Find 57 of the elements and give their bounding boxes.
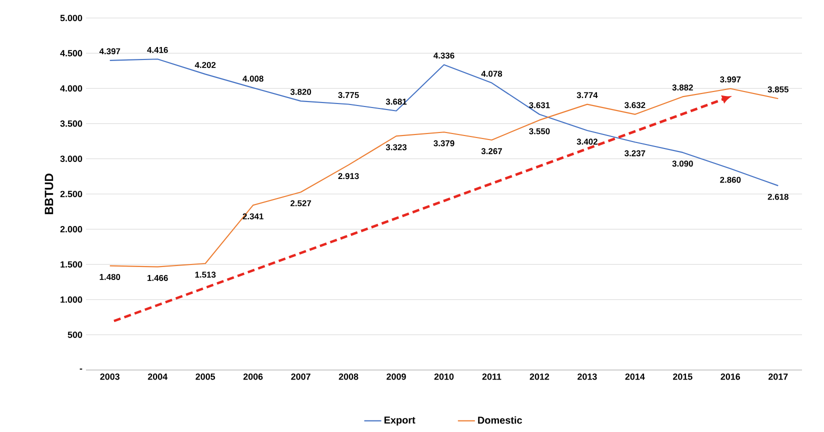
data-label: 3.820 bbox=[290, 88, 312, 95]
x-tick-label: 2012 bbox=[530, 374, 550, 380]
x-tick-label: 2013 bbox=[578, 374, 597, 380]
data-label: 2.860 bbox=[720, 176, 741, 183]
y-axis-title: BBTUD bbox=[44, 174, 54, 214]
x-tick-label: 2009 bbox=[386, 374, 406, 380]
data-label: 3.774 bbox=[576, 92, 598, 98]
data-label: 3.632 bbox=[624, 102, 646, 108]
x-tick-label: 2011 bbox=[482, 374, 502, 380]
data-label: 4.336 bbox=[434, 52, 454, 59]
data-label: 1.466 bbox=[148, 274, 168, 281]
y-tick-label: 1.500 bbox=[60, 261, 82, 268]
data-label: 3.267 bbox=[481, 148, 502, 154]
x-tick-label: 2008 bbox=[338, 374, 358, 380]
y-tick-label: 3.000 bbox=[60, 156, 82, 162]
data-label: 2.913 bbox=[338, 173, 359, 180]
x-tick-label: 2003 bbox=[100, 374, 120, 380]
x-tick-label: 2017 bbox=[768, 374, 788, 380]
data-label: 2.527 bbox=[290, 200, 312, 206]
x-tick-label: 2004 bbox=[148, 374, 168, 380]
y-tick-label: 3.500 bbox=[60, 120, 82, 127]
data-label: 3.550 bbox=[529, 128, 550, 134]
y-tick-label: 500 bbox=[68, 332, 82, 338]
data-label: 4.078 bbox=[481, 70, 502, 77]
x-tick-label: 2010 bbox=[434, 374, 454, 380]
x-tick-label: 2016 bbox=[720, 374, 740, 380]
data-label: 3.379 bbox=[434, 140, 454, 146]
data-label: 3.997 bbox=[720, 76, 741, 82]
data-label: 2.618 bbox=[768, 194, 788, 200]
data-label: 3.882 bbox=[672, 84, 693, 91]
data-label: 4.008 bbox=[242, 76, 264, 82]
y-tick-label: 2.000 bbox=[60, 226, 82, 232]
y-tick-label: - bbox=[80, 368, 82, 370]
data-label: 3.323 bbox=[386, 144, 407, 150]
data-label: 3.855 bbox=[768, 86, 788, 92]
data-label: 3.631 bbox=[529, 102, 550, 108]
legend-label: Export bbox=[384, 416, 416, 426]
data-label: 3.775 bbox=[338, 92, 359, 98]
y-tick-label: 2.500 bbox=[60, 190, 82, 198]
y-tick-label: 5.000 bbox=[60, 14, 82, 22]
data-label: 4.416 bbox=[147, 46, 168, 53]
legend-label: Domestic bbox=[478, 416, 522, 424]
x-tick-label: 2007 bbox=[291, 374, 310, 380]
x-tick-label: 2005 bbox=[196, 374, 216, 380]
y-tick-label: 1.000 bbox=[60, 296, 82, 303]
x-tick-label: 2014 bbox=[625, 374, 645, 380]
data-label: 3.237 bbox=[624, 150, 646, 156]
data-label: 4.397 bbox=[99, 48, 120, 54]
x-tick-label: 2006 bbox=[243, 374, 263, 380]
x-tick-label: 2015 bbox=[673, 374, 692, 380]
y-tick-label: 4.000 bbox=[60, 85, 82, 92]
y-tick-label: 4.500 bbox=[60, 50, 82, 56]
data-label: 3.090 bbox=[672, 160, 693, 167]
data-label: 1.480 bbox=[100, 274, 120, 280]
data-label: 1.513 bbox=[195, 272, 216, 278]
data-label: 4.202 bbox=[194, 62, 216, 68]
data-label: 3.402 bbox=[576, 138, 598, 145]
